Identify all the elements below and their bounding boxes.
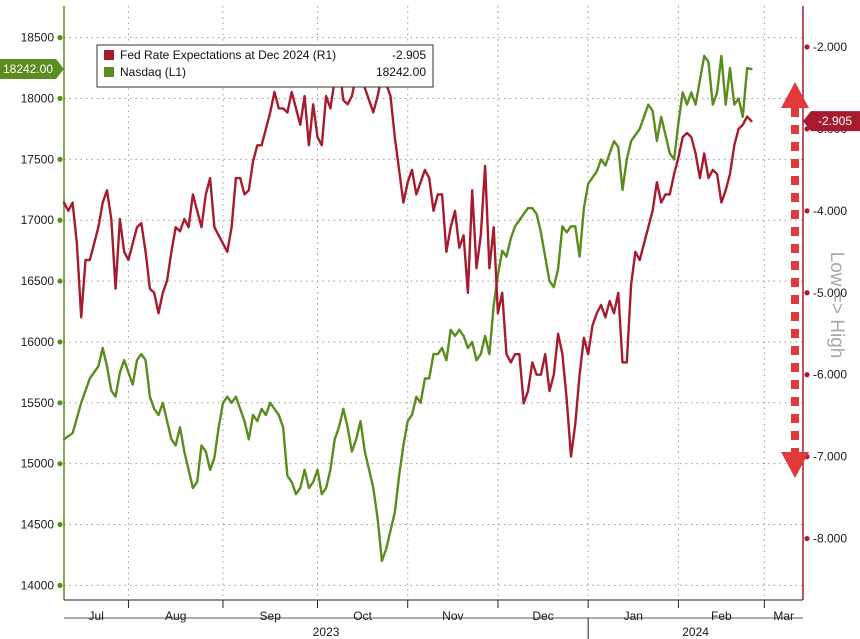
legend: Fed Rate Expectations at Dec 2024 (R1) -2… bbox=[96, 44, 434, 88]
nasdaq-last-badge bbox=[0, 59, 64, 80]
low-high-annotation: Low => High bbox=[826, 252, 847, 359]
legend-label: Fed Rate Expectations at Dec 2024 (R1) bbox=[120, 48, 336, 62]
left-tick-label: 18000 bbox=[21, 92, 55, 106]
legend-swatch bbox=[104, 67, 114, 77]
month-label: Jul bbox=[89, 609, 104, 623]
series-layer bbox=[62, 54, 753, 563]
arrow-down-head-icon bbox=[781, 452, 809, 478]
left-tick-label: 17500 bbox=[21, 152, 55, 166]
month-label: Nov bbox=[442, 609, 463, 623]
legend-swatch bbox=[104, 50, 114, 60]
arrow-up-head-icon bbox=[781, 82, 809, 108]
left-tick-label: 15000 bbox=[21, 457, 55, 471]
left-tick-marker bbox=[57, 35, 63, 41]
fed-last-value: -2.905 bbox=[818, 114, 852, 128]
left-tick-marker bbox=[57, 582, 63, 588]
fed-last-badge bbox=[803, 111, 860, 132]
right-tick-label: -8.000 bbox=[813, 532, 847, 546]
year-label: 2024 bbox=[682, 625, 709, 639]
month-label: Feb bbox=[711, 609, 732, 623]
right-tick-marker bbox=[804, 290, 810, 296]
right-tick-marker bbox=[804, 535, 810, 542]
month-label: Dec bbox=[532, 609, 553, 623]
left-tick-marker bbox=[57, 156, 63, 162]
left-tick-marker bbox=[57, 339, 63, 345]
fed-rate-line bbox=[62, 62, 753, 458]
right-tick-label: -7.000 bbox=[813, 450, 847, 464]
month-label: Mar bbox=[773, 609, 794, 623]
right-tick-marker bbox=[804, 372, 810, 378]
left-tick-marker bbox=[57, 278, 63, 284]
left-tick-marker bbox=[57, 521, 63, 528]
month-label: Aug bbox=[165, 609, 186, 623]
legend-value: -2.905 bbox=[392, 48, 426, 62]
month-label: Jan bbox=[624, 609, 643, 623]
left-tick-label: 16000 bbox=[21, 335, 55, 349]
nasdaq-last-value: 18242.00 bbox=[3, 62, 53, 76]
left-tick-label: 15500 bbox=[21, 396, 55, 410]
month-label: Sep bbox=[260, 609, 282, 623]
nasdaq-line bbox=[62, 54, 753, 563]
left-tick-marker bbox=[57, 400, 63, 406]
right-tick-marker bbox=[804, 208, 810, 214]
left-tick-label: 14000 bbox=[21, 578, 55, 592]
left-tick-marker bbox=[57, 95, 63, 102]
badges: 18242.00 -2.905 bbox=[0, 59, 860, 132]
left-tick-marker bbox=[57, 217, 63, 223]
legend-value: 18242.00 bbox=[376, 65, 426, 79]
right-tick-label: -6.000 bbox=[813, 368, 847, 382]
month-label: Oct bbox=[353, 609, 372, 623]
annotation-layer: Low => High bbox=[781, 82, 847, 478]
right-tick-label: -5.000 bbox=[813, 286, 847, 300]
left-tick-label: 16500 bbox=[21, 274, 55, 288]
left-tick-label: 17000 bbox=[21, 213, 55, 227]
legend-box bbox=[96, 44, 434, 88]
right-tick-label: -4.000 bbox=[813, 204, 847, 218]
legend-label: Nasdaq (L1) bbox=[120, 65, 186, 79]
left-tick-label: 14500 bbox=[21, 518, 55, 532]
year-label: 2023 bbox=[313, 625, 340, 639]
right-tick-marker bbox=[804, 44, 810, 50]
left-tick-marker bbox=[57, 461, 63, 467]
gridlines bbox=[64, 6, 803, 600]
left-tick-label: 18500 bbox=[21, 31, 55, 45]
axes: 18500 18000 17500 17000 16500 16000 15500 15000… bbox=[21, 6, 847, 639]
right-tick-label: -2.000 bbox=[813, 40, 847, 54]
